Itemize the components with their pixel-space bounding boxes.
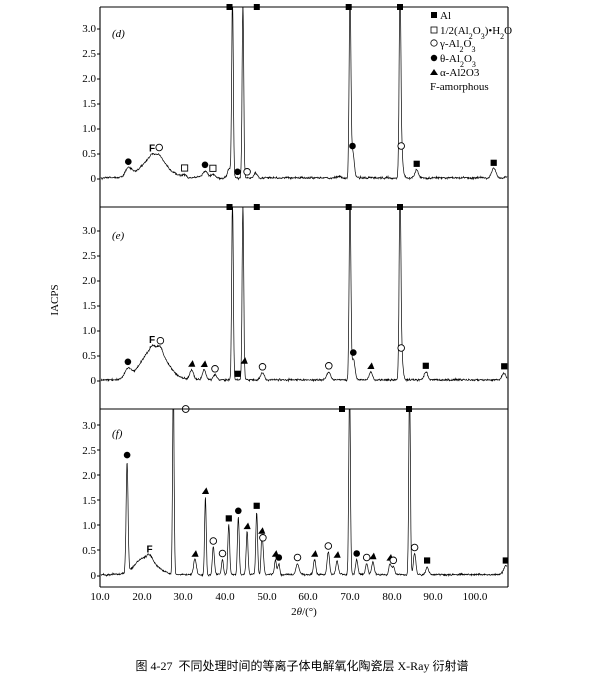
svg-text:2.0: 2.0: [82, 275, 96, 287]
svg-text:IACPS: IACPS: [49, 284, 61, 315]
svg-text:0: 0: [91, 570, 97, 582]
svg-text:F: F: [149, 335, 155, 346]
svg-text:30.0: 30.0: [173, 591, 193, 603]
svg-text:图 4-27 不同处理时间的等离子体电解氧化陶瓷层 X-R: 图 4-27 不同处理时间的等离子体电解氧化陶瓷层 X-Ray 衍射谱: [136, 658, 469, 673]
svg-text:3.0: 3.0: [82, 225, 96, 237]
svg-text:(e): (e): [112, 230, 125, 242]
svg-text:F: F: [149, 143, 155, 154]
svg-text:10.0: 10.0: [90, 591, 110, 603]
svg-text:2θ/(°): 2θ/(°): [291, 606, 317, 618]
svg-text:50.0: 50.0: [257, 591, 277, 603]
svg-text:3.0: 3.0: [82, 23, 96, 35]
svg-text:0.5: 0.5: [82, 350, 96, 362]
svg-text:40.0: 40.0: [215, 591, 235, 603]
svg-text:2.0: 2.0: [82, 470, 96, 482]
svg-text:Al: Al: [440, 10, 451, 22]
svg-text:0: 0: [91, 173, 97, 185]
svg-text:60.0: 60.0: [298, 591, 318, 603]
svg-text:90.0: 90.0: [423, 591, 443, 603]
svg-text:0.5: 0.5: [82, 545, 96, 557]
svg-text:α-Al2O3: α-Al2O3: [440, 67, 480, 79]
svg-text:(d): (d): [112, 28, 125, 40]
svg-text:2.5: 2.5: [82, 250, 96, 262]
svg-text:1.5: 1.5: [82, 495, 96, 507]
svg-text:20.0: 20.0: [132, 591, 152, 603]
svg-text:1.0: 1.0: [82, 325, 96, 337]
svg-text:100.0: 100.0: [463, 591, 488, 603]
svg-text:(f): (f): [112, 428, 123, 440]
svg-text:80.0: 80.0: [382, 591, 402, 603]
svg-text:1.5: 1.5: [82, 300, 96, 312]
svg-text:F: F: [147, 544, 153, 555]
svg-text:3.0: 3.0: [82, 420, 96, 432]
svg-text:70.0: 70.0: [340, 591, 360, 603]
svg-text:1.0: 1.0: [82, 520, 96, 532]
svg-text:0: 0: [91, 375, 97, 387]
svg-text:2.0: 2.0: [82, 73, 96, 85]
svg-text:2.5: 2.5: [82, 48, 96, 60]
svg-text:F-amorphous: F-amorphous: [430, 81, 489, 93]
svg-text:2.5: 2.5: [82, 445, 96, 457]
svg-text:0.5: 0.5: [82, 148, 96, 160]
svg-text:1.0: 1.0: [82, 123, 96, 135]
svg-text:1.5: 1.5: [82, 98, 96, 110]
